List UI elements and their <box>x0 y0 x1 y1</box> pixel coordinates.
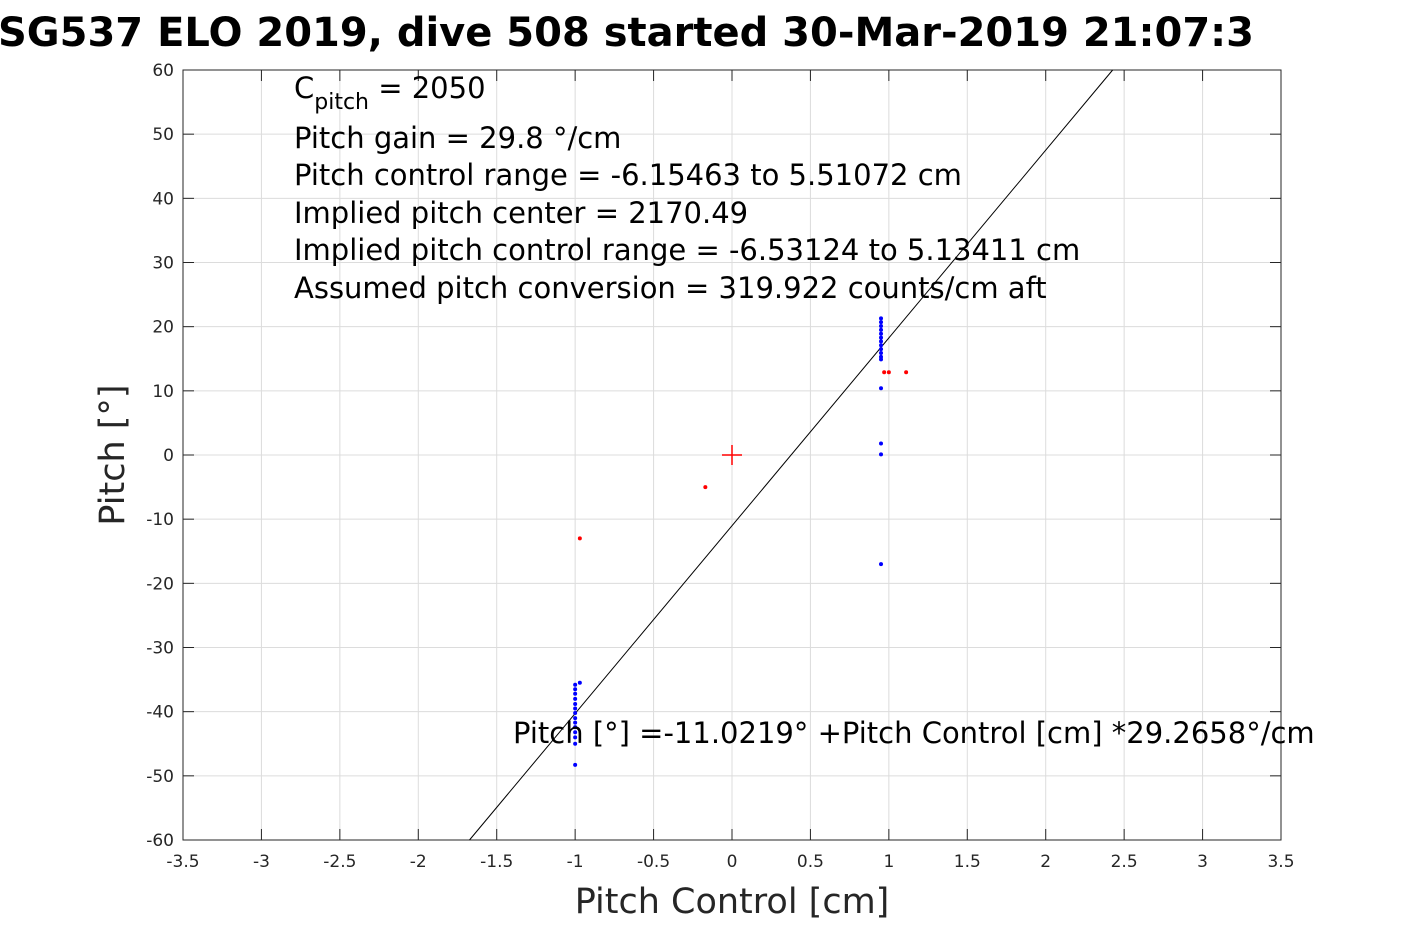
x-tick-label: 0.5 <box>797 852 824 872</box>
x-tick-label: -0.5 <box>637 852 670 872</box>
x-tick-label: -3.5 <box>166 852 199 872</box>
data-point <box>573 741 578 746</box>
data-points <box>573 316 909 767</box>
x-tick-label: 2.5 <box>1111 852 1138 872</box>
data-point <box>879 441 884 446</box>
cpitch-annotation: Cpitch = 2050 <box>294 71 486 115</box>
data-point <box>879 331 884 336</box>
y-tick-label: 60 <box>152 61 174 81</box>
data-point <box>879 347 884 352</box>
x-tick-label: -1 <box>567 852 584 872</box>
data-point <box>573 701 578 706</box>
data-point <box>882 370 887 375</box>
data-point <box>577 680 582 685</box>
data-point <box>573 730 578 735</box>
data-point <box>573 696 578 701</box>
fit-line <box>469 69 1114 841</box>
data-point <box>879 562 884 567</box>
data-point <box>879 324 884 329</box>
data-point <box>879 316 884 321</box>
data-point <box>703 485 708 490</box>
x-tick-label: -1.5 <box>480 852 513 872</box>
y-tick-label: -50 <box>146 767 174 787</box>
fit-line-layer <box>469 69 1114 841</box>
data-point <box>573 762 578 767</box>
data-point <box>879 320 884 325</box>
y-tick-label: 40 <box>152 189 174 209</box>
x-tick-label: 2 <box>1040 852 1051 872</box>
cpitch-value: = 2050 <box>369 71 486 105</box>
y-tick-label: -20 <box>146 574 174 594</box>
x-tick-label: 0 <box>727 852 738 872</box>
data-point <box>573 716 578 721</box>
x-tick-label: 3.5 <box>1267 852 1294 872</box>
cpitch-main: C <box>294 71 314 105</box>
data-point <box>904 370 909 375</box>
implied-range-annotation: Implied pitch control range = -6.53124 t… <box>294 233 1080 267</box>
conversion-annotation: Assumed pitch conversion = 319.922 count… <box>294 271 1047 305</box>
data-point <box>879 452 884 457</box>
data-point <box>879 335 884 340</box>
data-point <box>573 720 578 725</box>
data-point <box>573 687 578 692</box>
y-tick-label: 30 <box>152 254 174 274</box>
axes <box>182 69 1282 841</box>
x-tick-labels: -3.5 -3 -2.5 -2 -1.5 -1 -0.5 0 0.5 1 1.5 2 2.5 3 3.5 <box>166 852 1294 872</box>
data-point <box>879 350 884 355</box>
x-tick-label: -2.5 <box>323 852 356 872</box>
y-axis-title: Pitch [°] <box>93 384 133 525</box>
x-tick-label: -3 <box>253 852 270 872</box>
data-point <box>879 343 884 348</box>
y-tick-label: -10 <box>146 510 174 530</box>
x-tick-label: 1.5 <box>954 852 981 872</box>
data-point <box>879 357 884 362</box>
y-tick-label: 50 <box>152 125 174 145</box>
x-tick-label: 1 <box>883 852 894 872</box>
y-tick-label: -40 <box>146 703 174 723</box>
data-point <box>879 339 884 344</box>
data-point <box>577 536 582 541</box>
y-tick-label: 20 <box>152 318 174 338</box>
data-point <box>573 691 578 696</box>
data-point <box>573 706 578 711</box>
y-tick-label: -60 <box>146 831 174 851</box>
y-tick-label: 10 <box>152 382 174 402</box>
data-point <box>879 386 884 391</box>
data-point <box>573 735 578 740</box>
pitch-gain-annotation: Pitch gain = 29.8 °/cm <box>294 121 621 155</box>
data-point <box>879 327 884 332</box>
data-point <box>573 682 578 687</box>
annotation-block: Cpitch = 2050 Pitch gain = 29.8 °/cm Pit… <box>294 71 1080 305</box>
y-tick-labels: -60 -50 -40 -30 -20 -10 0 10 20 30 40 50 60 <box>146 61 174 851</box>
cpitch-subscript: pitch <box>314 90 369 115</box>
y-tick-label: 0 <box>163 446 174 466</box>
implied-center-annotation: Implied pitch center = 2170.49 <box>294 196 748 230</box>
center-marker-layer <box>722 445 742 465</box>
x-tick-label: 3 <box>1197 852 1208 872</box>
data-point <box>573 710 578 715</box>
x-tick-label: -2 <box>410 852 427 872</box>
y-tick-label: -30 <box>146 639 174 659</box>
fit-equation-annotation: Pitch [°] =-11.0219° +Pitch Control [cm]… <box>513 716 1315 750</box>
data-point <box>573 725 578 730</box>
x-axis-title: Pitch Control [cm] <box>575 882 890 922</box>
control-range-annotation: Pitch control range = -6.15463 to 5.5107… <box>294 158 962 192</box>
chart-title: SG537 ELO 2019, dive 508 started 30-Mar-… <box>0 10 1254 56</box>
data-point <box>886 370 891 375</box>
